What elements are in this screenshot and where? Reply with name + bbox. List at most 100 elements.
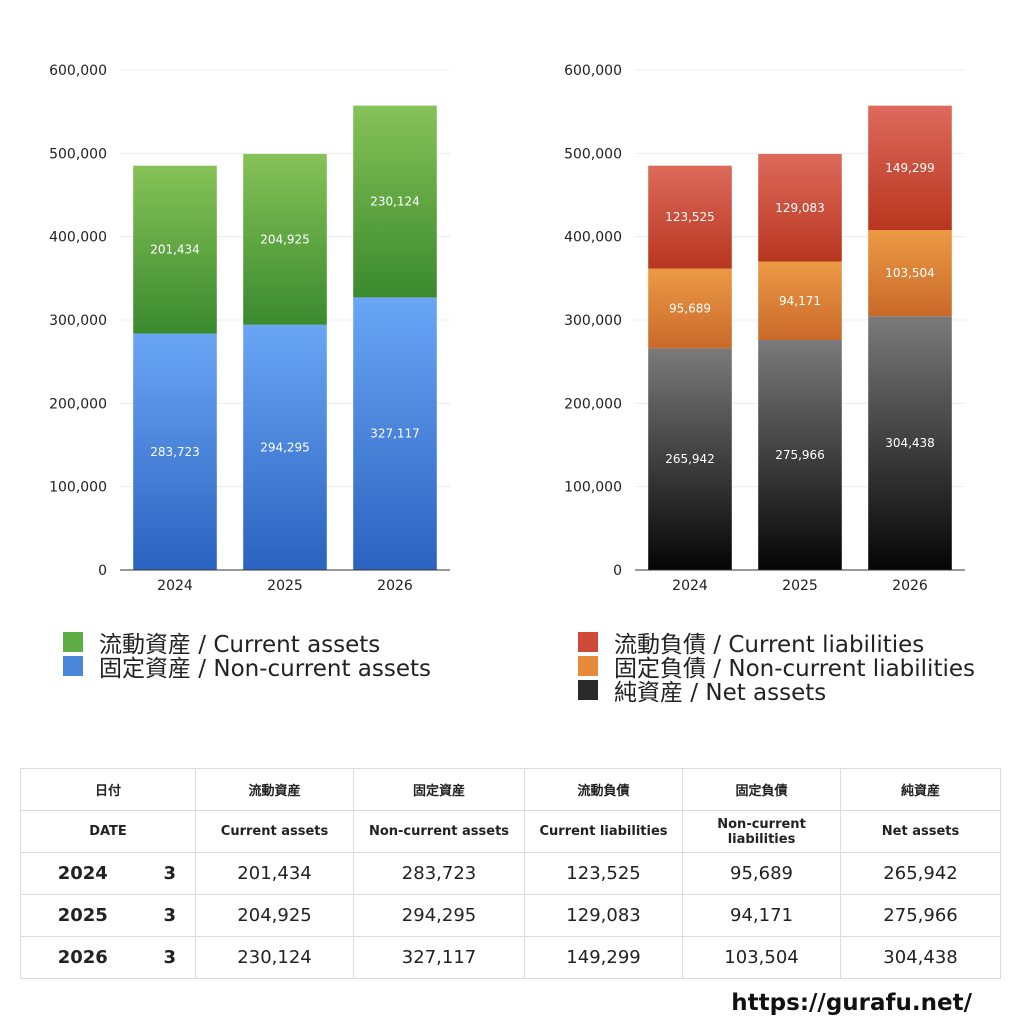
row-month: 3 [144,852,197,895]
cell-current-liabilities: 123,525 [524,852,684,895]
data-label: 230,124 [370,195,420,209]
header-date-jp: 日付 [19,768,196,811]
y-tick-label: 400,000 [49,230,107,246]
bar-segment [648,348,732,570]
legend-label: 流動負債 / Current liabilities [614,632,925,658]
data-label: 201,434 [150,243,200,257]
row-month: 3 [144,936,197,979]
table-row: 2026 3 230,124 327,117 149,299 103,504 3… [20,936,1002,979]
cell-current-liabilities: 129,083 [524,894,684,937]
bar-segment [868,105,952,231]
bar-segment [243,153,327,325]
data-label: 275,966 [775,448,825,462]
bar-segment [758,261,842,341]
data-label: 283,723 [150,445,200,459]
table-row: 2025 3 204,925 294,295 129,083 94,171 27… [20,894,1002,937]
y-tick-label: 600,000 [564,63,622,79]
y-tick-label: 300,000 [49,313,107,329]
y-tick-label: 0 [613,563,622,579]
y-tick-label: 400,000 [564,230,622,246]
legend-swatch [63,632,83,652]
y-tick-label: 500,000 [564,146,622,162]
data-label: 265,942 [665,452,715,466]
bar-segment [868,230,952,317]
data-label: 304,438 [885,436,935,450]
y-tick-label: 600,000 [49,63,107,79]
header-current-liabilities-jp: 流動負債 [524,768,684,811]
data-label: 123,525 [665,210,715,224]
data-label: 94,171 [779,294,821,308]
bar-segment [353,297,437,570]
cell-current-liabilities: 149,299 [524,936,684,979]
header-current-assets-en: Current assets [195,810,355,853]
data-label: 129,083 [775,201,825,215]
y-tick-label: 200,000 [49,396,107,412]
cell-net-assets: 265,942 [840,852,1002,895]
cell-non-current-assets: 294,295 [353,894,526,937]
bar-segment [243,324,327,570]
legend-swatch [578,680,598,700]
legend-label: 純資産 / Net assets [614,680,827,706]
x-tick-label: 2025 [782,578,818,594]
assets-chart: 0 100,000 200,000 300,000 400,000 500,000 600,… [49,63,450,594]
table-header-row-jp: 日付 流動資産 固定資産 流動負債 固定負債 純資産 [19,768,1002,811]
cell-current-assets: 201,434 [195,852,355,895]
x-tick-label: 2024 [672,578,708,594]
y-tick-label: 500,000 [49,146,107,162]
cell-non-current-assets: 283,723 [353,852,526,895]
y-tick-label: 0 [98,563,107,579]
cell-net-assets: 275,966 [840,894,1002,937]
cell-non-current-liabilities: 94,171 [682,894,842,937]
row-month: 3 [144,894,197,937]
legend-swatch [578,632,598,652]
bar-segment [133,165,217,334]
table-header-row-en: DATE Current assets Non-current assets C… [19,810,1002,853]
legend-label: 固定負債 / Non-current liabilities [614,656,975,682]
header-net-assets-jp: 純資産 [840,768,1002,811]
header-non-current-assets-jp: 固定資産 [353,768,526,811]
site-url: https://gurafu.net/ [731,990,972,1016]
cell-non-current-liabilities: 95,689 [682,852,842,895]
liabilities-legend: 流動負債 / Current liabilities 固定負債 / Non-cu… [578,630,975,706]
assets-legend: 流動資産 / Current assets 固定資産 / Non-current… [63,630,431,682]
bar-segment [758,153,842,262]
x-tick-label: 2026 [892,578,928,594]
data-label: 103,504 [885,266,935,280]
cell-current-assets: 230,124 [195,936,355,979]
header-non-current-assets-en: Non-current assets [353,810,526,853]
header-net-assets-en: Net assets [840,810,1002,853]
row-year: 2026 [20,936,145,979]
bar-segment [758,340,842,570]
y-tick-label: 300,000 [564,313,622,329]
header-non-current-liabilities-en: Non-current liabilities [682,810,842,853]
bar-segment [353,105,437,298]
header-current-liabilities-en: Current liabilities [524,810,684,853]
legend-item-non-current-liabilities: 固定負債 / Non-current liabilities [578,654,975,682]
legend-label: 流動資産 / Current assets [99,632,381,658]
header-non-current-liabilities-jp: 固定負債 [682,768,842,811]
data-label: 149,299 [885,161,935,175]
y-tick-label: 200,000 [564,396,622,412]
y-tick-label: 100,000 [49,480,107,496]
liabilities-chart: 0 100,000 200,000 300,000 400,000 500,000 600,… [564,63,965,594]
row-year: 2024 [20,852,145,895]
row-year: 2025 [20,894,145,937]
header-date-en: DATE [19,810,196,853]
x-tick-label: 2025 [267,578,303,594]
cell-current-assets: 204,925 [195,894,355,937]
data-label: 294,295 [260,440,310,454]
cell-net-assets: 304,438 [840,936,1002,979]
data-label: 204,925 [260,232,310,246]
data-label: 95,689 [669,302,711,316]
y-tick-label: 100,000 [564,480,622,496]
table-row: 2024 3 201,434 283,723 123,525 95,689 26… [20,852,1002,895]
x-tick-label: 2026 [377,578,413,594]
legend-item-net-assets: 純資産 / Net assets [578,678,975,706]
bar-segment [648,165,732,269]
data-label: 327,117 [370,427,420,441]
balance-sheet-table: 日付 流動資産 固定資産 流動負債 固定負債 純資産 DATE Current … [19,768,1002,979]
bar-segment [133,333,217,570]
legend-swatch [578,656,598,676]
legend-item-non-current-assets: 固定資産 / Non-current assets [63,654,431,682]
x-tick-label: 2024 [157,578,193,594]
